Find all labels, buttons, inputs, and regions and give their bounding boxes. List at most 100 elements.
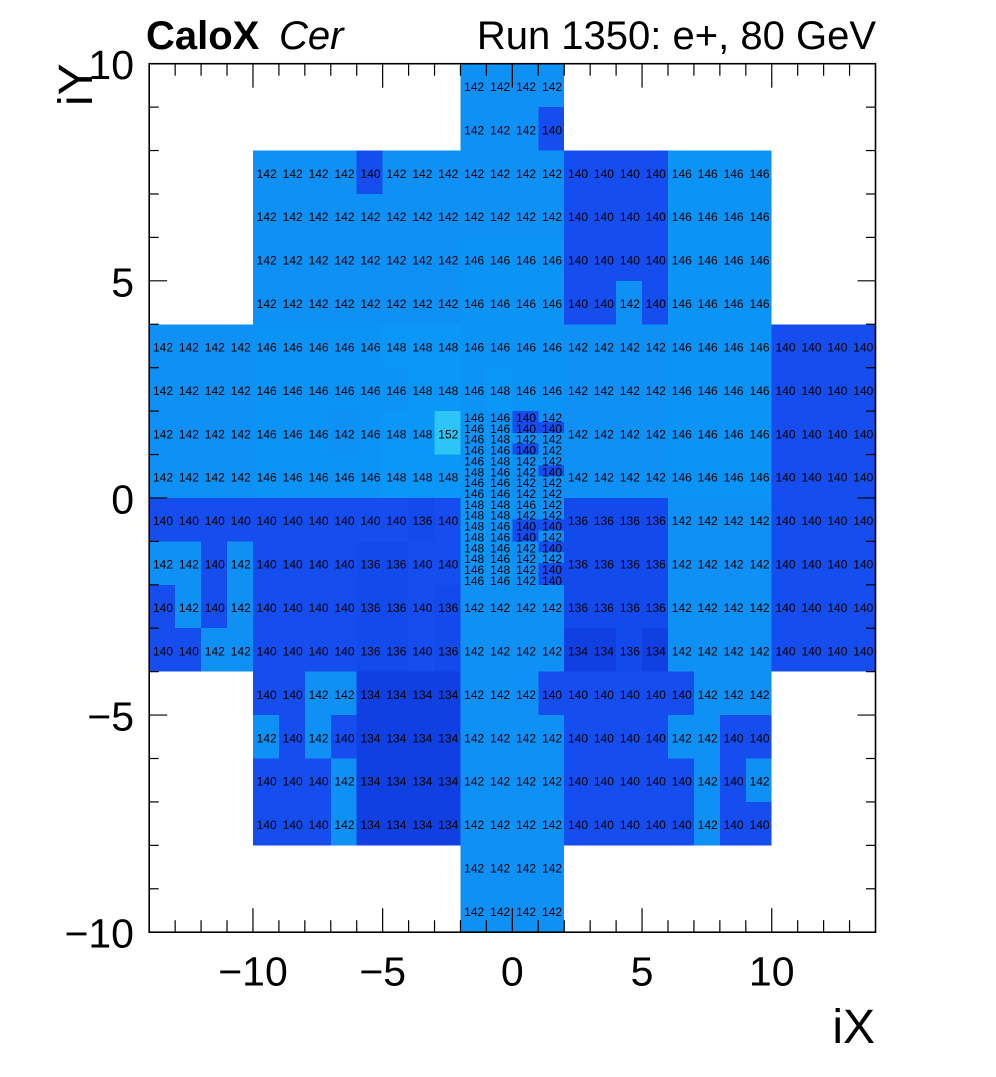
svg-text:148: 148 bbox=[386, 471, 406, 485]
svg-text:146: 146 bbox=[724, 254, 744, 268]
svg-text:146: 146 bbox=[490, 411, 510, 425]
svg-text:140: 140 bbox=[775, 644, 795, 658]
svg-text:142: 142 bbox=[542, 552, 562, 566]
svg-text:142: 142 bbox=[490, 688, 510, 702]
svg-text:140: 140 bbox=[801, 427, 821, 441]
svg-text:142: 142 bbox=[360, 297, 380, 311]
svg-text:134: 134 bbox=[438, 818, 458, 832]
svg-text:146: 146 bbox=[672, 471, 692, 485]
svg-text:140: 140 bbox=[827, 427, 847, 441]
svg-text:142: 142 bbox=[490, 775, 510, 789]
svg-text:140: 140 bbox=[283, 644, 303, 658]
svg-text:146: 146 bbox=[698, 297, 718, 311]
svg-text:148: 148 bbox=[438, 384, 458, 398]
svg-text:146: 146 bbox=[672, 384, 692, 398]
svg-text:142: 142 bbox=[205, 644, 225, 658]
svg-text:134: 134 bbox=[386, 731, 406, 745]
svg-text:10: 10 bbox=[749, 948, 795, 994]
svg-text:134: 134 bbox=[360, 688, 380, 702]
svg-text:142: 142 bbox=[490, 167, 510, 181]
svg-text:140: 140 bbox=[827, 384, 847, 398]
svg-text:146: 146 bbox=[464, 341, 484, 355]
svg-text:146: 146 bbox=[490, 530, 510, 544]
svg-text:142: 142 bbox=[516, 688, 536, 702]
svg-text:142: 142 bbox=[205, 471, 225, 485]
svg-text:142: 142 bbox=[542, 731, 562, 745]
svg-text:140: 140 bbox=[775, 471, 795, 485]
svg-text:142: 142 bbox=[594, 427, 614, 441]
svg-text:−5: −5 bbox=[87, 694, 134, 740]
svg-text:142: 142 bbox=[179, 471, 199, 485]
svg-text:142: 142 bbox=[542, 530, 562, 544]
svg-text:140: 140 bbox=[153, 514, 173, 528]
svg-text:140: 140 bbox=[672, 775, 692, 789]
svg-text:148: 148 bbox=[464, 465, 484, 479]
svg-text:140: 140 bbox=[412, 558, 432, 572]
svg-text:146: 146 bbox=[283, 384, 303, 398]
svg-text:142: 142 bbox=[542, 862, 562, 876]
svg-text:142: 142 bbox=[205, 384, 225, 398]
svg-text:134: 134 bbox=[438, 688, 458, 702]
svg-text:148: 148 bbox=[412, 384, 432, 398]
svg-text:142: 142 bbox=[490, 644, 510, 658]
svg-text:146: 146 bbox=[490, 487, 510, 501]
svg-text:142: 142 bbox=[516, 80, 536, 94]
svg-text:140: 140 bbox=[775, 558, 795, 572]
svg-text:142: 142 bbox=[620, 471, 640, 485]
svg-text:146: 146 bbox=[490, 297, 510, 311]
svg-text:iX: iX bbox=[832, 1001, 875, 1054]
svg-text:142: 142 bbox=[516, 775, 536, 789]
svg-text:136: 136 bbox=[360, 644, 380, 658]
svg-text:142: 142 bbox=[568, 341, 588, 355]
svg-text:142: 142 bbox=[412, 210, 432, 224]
svg-text:148: 148 bbox=[438, 341, 458, 355]
svg-text:146: 146 bbox=[724, 384, 744, 398]
svg-text:134: 134 bbox=[438, 731, 458, 745]
svg-text:142: 142 bbox=[516, 552, 536, 566]
svg-text:140: 140 bbox=[179, 514, 199, 528]
svg-text:140: 140 bbox=[672, 688, 692, 702]
svg-text:142: 142 bbox=[412, 297, 432, 311]
svg-text:140: 140 bbox=[257, 775, 277, 789]
svg-text:146: 146 bbox=[464, 433, 484, 447]
svg-text:146: 146 bbox=[542, 384, 562, 398]
svg-text:142: 142 bbox=[542, 433, 562, 447]
svg-text:146: 146 bbox=[516, 384, 536, 398]
svg-text:140: 140 bbox=[827, 644, 847, 658]
svg-text:146: 146 bbox=[464, 384, 484, 398]
svg-text:142: 142 bbox=[334, 775, 354, 789]
svg-text:142: 142 bbox=[490, 818, 510, 832]
svg-text:146: 146 bbox=[750, 167, 770, 181]
svg-text:140: 140 bbox=[801, 601, 821, 615]
svg-text:140: 140 bbox=[853, 341, 873, 355]
svg-text:140: 140 bbox=[775, 384, 795, 398]
svg-text:142: 142 bbox=[257, 210, 277, 224]
svg-text:136: 136 bbox=[412, 514, 432, 528]
svg-text:142: 142 bbox=[334, 254, 354, 268]
svg-text:140: 140 bbox=[309, 775, 329, 789]
svg-text:146: 146 bbox=[257, 471, 277, 485]
svg-text:134: 134 bbox=[386, 818, 406, 832]
svg-text:146: 146 bbox=[490, 341, 510, 355]
svg-text:142: 142 bbox=[334, 818, 354, 832]
svg-text:142: 142 bbox=[490, 123, 510, 137]
svg-text:146: 146 bbox=[750, 210, 770, 224]
svg-text:148: 148 bbox=[464, 552, 484, 566]
svg-text:140: 140 bbox=[775, 601, 795, 615]
svg-text:142: 142 bbox=[516, 731, 536, 745]
svg-text:136: 136 bbox=[620, 514, 640, 528]
svg-text:142: 142 bbox=[516, 509, 536, 523]
svg-text:140: 140 bbox=[620, 731, 640, 745]
svg-text:142: 142 bbox=[464, 601, 484, 615]
svg-text:140: 140 bbox=[568, 818, 588, 832]
svg-text:136: 136 bbox=[386, 644, 406, 658]
svg-text:142: 142 bbox=[464, 210, 484, 224]
svg-text:142: 142 bbox=[464, 123, 484, 137]
svg-text:140: 140 bbox=[568, 688, 588, 702]
svg-text:146: 146 bbox=[490, 574, 510, 588]
svg-text:140: 140 bbox=[309, 644, 329, 658]
svg-text:148: 148 bbox=[438, 471, 458, 485]
svg-text:146: 146 bbox=[360, 471, 380, 485]
svg-text:140: 140 bbox=[153, 601, 173, 615]
svg-text:140: 140 bbox=[542, 688, 562, 702]
